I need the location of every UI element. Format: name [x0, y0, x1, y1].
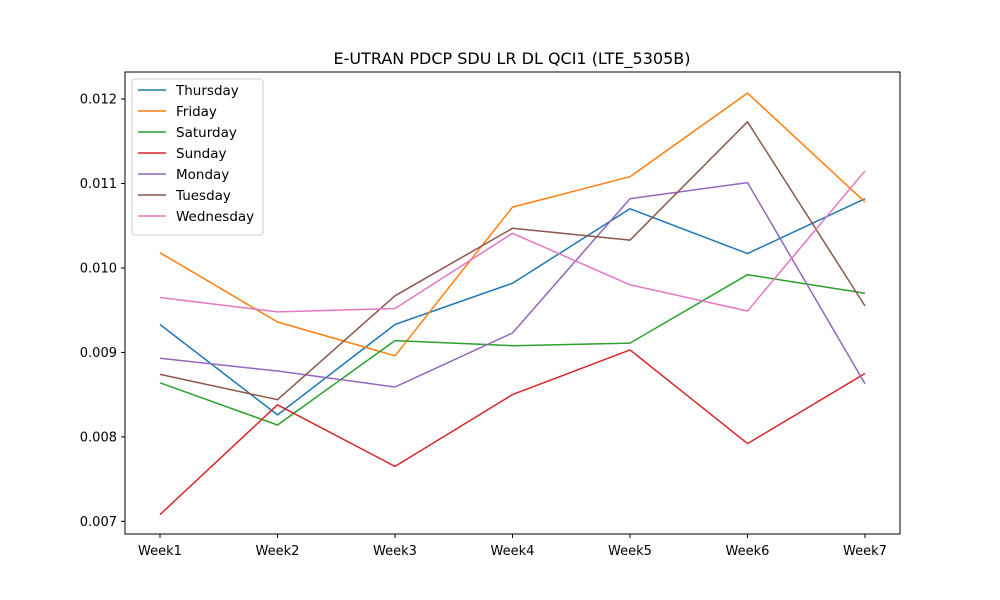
y-tick-label: 0.010: [80, 261, 117, 276]
legend-label: Saturday: [176, 125, 237, 141]
series-line-monday: [159, 181, 866, 388]
series-line-saturday: [159, 273, 866, 426]
plot-area-frame: [124, 71, 901, 535]
y-tick-label: 0.012: [80, 93, 117, 108]
x-tick-label: Week6: [726, 544, 770, 559]
y-tick-label: 0.007: [80, 515, 117, 530]
legend: Thursday Friday Saturday Sunday Monday Tuesda…: [131, 78, 264, 236]
x-tick-label: Week7: [843, 544, 887, 559]
y-tick-label: 0.011: [80, 177, 117, 192]
series-lines: [159, 92, 866, 516]
legend-label: Sunday: [176, 146, 227, 162]
legend-label: Friday: [176, 104, 217, 120]
x-tick-label: Week3: [373, 544, 417, 559]
x-tick-label: Week2: [256, 544, 300, 559]
legend-label: Wednesday: [176, 209, 254, 225]
legend-label: Monday: [176, 167, 229, 183]
series-line-tuesday: [159, 121, 866, 401]
y-axis: 0.007 0.008 0.009 0.010 0.011 0.012: [80, 93, 125, 530]
x-axis: Week1 Week2 Week3 Week4 Week5 Week6 Week7: [138, 534, 887, 559]
x-tick-label: Week4: [491, 544, 535, 559]
legend-box: [131, 78, 264, 236]
series-line-friday: [159, 92, 866, 357]
y-tick-label: 0.009: [80, 346, 117, 361]
x-tick-label: Week1: [138, 544, 182, 559]
x-tick-label: Week5: [608, 544, 652, 559]
series-line-sunday: [159, 349, 866, 516]
y-tick-label: 0.008: [80, 430, 117, 445]
legend-label: Thursday: [175, 83, 239, 99]
legend-label: Tuesday: [175, 188, 231, 204]
chart-title: E-UTRAN PDCP SDU LR DL QCI1 (LTE_5305B): [334, 49, 691, 69]
series-line-wednesday: [159, 170, 866, 313]
series-line-thursday: [159, 198, 866, 416]
